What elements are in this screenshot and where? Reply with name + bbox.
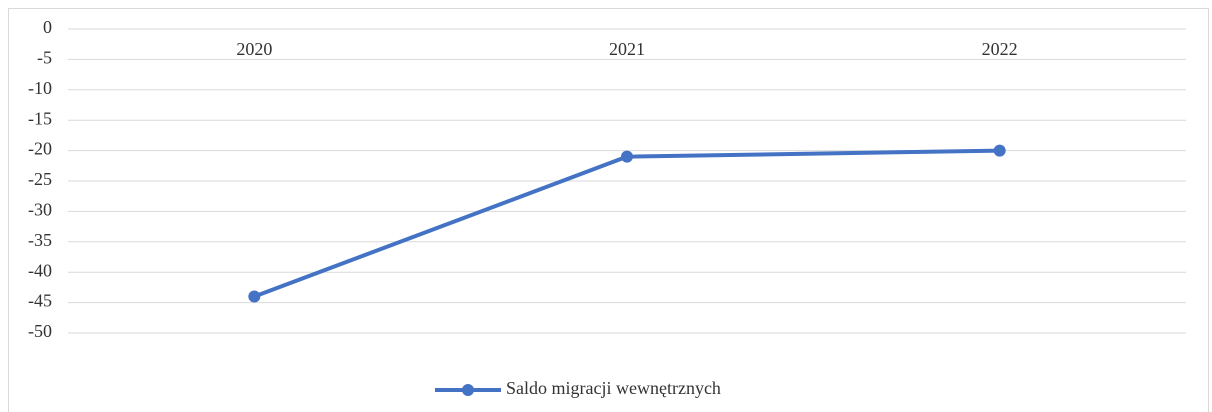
marker xyxy=(621,150,633,163)
y-tick-label: -25 xyxy=(28,169,52,189)
y-tick-label: -30 xyxy=(28,200,52,220)
legend-label: Saldo migracji wewnętrznych xyxy=(506,378,721,398)
marker xyxy=(248,290,261,303)
x-tick-label: 2022 xyxy=(982,39,1018,59)
legend-marker xyxy=(462,384,474,396)
y-tick-label: -20 xyxy=(28,139,52,159)
y-tick-label: 0 xyxy=(43,17,52,37)
marker xyxy=(993,144,1006,157)
y-tick-label: -40 xyxy=(28,260,52,280)
x-tick-label: 2021 xyxy=(609,39,645,59)
y-tick-label: -45 xyxy=(28,291,52,311)
y-tick-label: -5 xyxy=(37,48,52,68)
x-tick-label: 2020 xyxy=(236,39,272,59)
y-tick-label: -50 xyxy=(28,321,52,341)
chart-border xyxy=(8,8,1209,412)
y-tick-label: -35 xyxy=(28,230,52,250)
line xyxy=(253,148,1000,299)
y-tick-label: -10 xyxy=(28,78,52,98)
y-tick-label: -15 xyxy=(28,108,52,128)
